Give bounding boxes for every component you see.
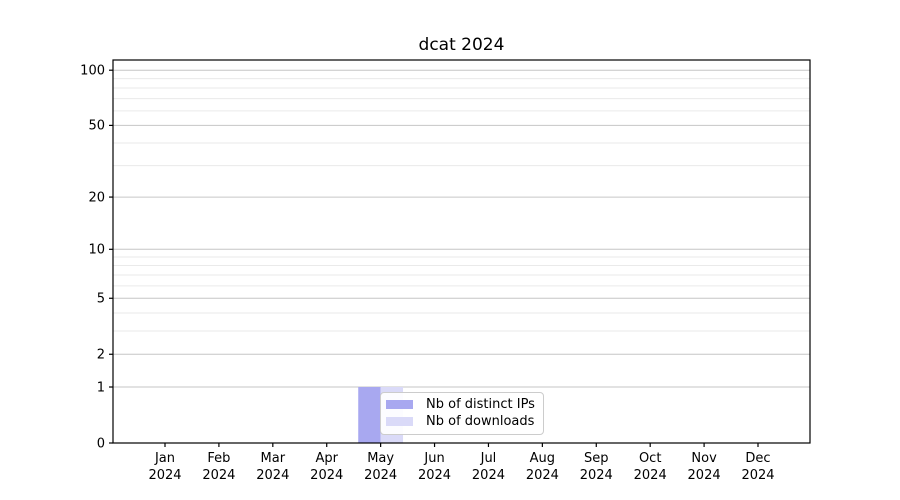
x-axis-month-label: Feb — [207, 451, 230, 466]
x-axis-year-label: 2024 — [418, 468, 451, 483]
bar-distinct-ips — [358, 387, 381, 443]
legend-swatch-distinct-ips — [386, 399, 413, 409]
x-axis-year-label: 2024 — [580, 468, 613, 483]
y-axis-tick-label: 2 — [97, 348, 105, 363]
legend-item: Nb of downloads — [386, 413, 537, 430]
x-axis-month-label: Mar — [261, 451, 286, 466]
chart-title: dcat 2024 — [418, 35, 505, 55]
x-axis-month-label: Nov — [691, 451, 717, 466]
x-axis-year-label: 2024 — [256, 468, 289, 483]
y-axis-tick-label: 20 — [88, 190, 105, 205]
x-axis-year-label: 2024 — [526, 468, 559, 483]
plot-border — [112, 59, 811, 444]
x-axis-year-label: 2024 — [472, 468, 505, 483]
x-axis-year-label: 2024 — [741, 468, 774, 483]
x-axis-month-label: Apr — [315, 451, 338, 466]
chart-legend: Nb of distinct IPs Nb of downloads — [380, 392, 544, 435]
y-axis-tick-label: 0 — [97, 436, 105, 451]
y-axis-tick-label: 100 — [80, 63, 105, 78]
x-axis-month-label: Jun — [423, 451, 444, 466]
x-axis-year-label: 2024 — [688, 468, 721, 483]
x-axis-month-label: Sep — [584, 451, 609, 466]
legend-item: Nb of distinct IPs — [386, 396, 537, 413]
legend-label: Nb of downloads — [426, 414, 535, 430]
x-axis-year-label: 2024 — [202, 468, 235, 483]
x-axis-month-label: Jul — [480, 451, 497, 466]
x-axis-year-label: 2024 — [364, 468, 397, 483]
y-axis-tick-label: 5 — [97, 292, 105, 307]
legend-label: Nb of distinct IPs — [426, 396, 535, 412]
x-axis-month-label: Dec — [745, 451, 770, 466]
x-axis-month-label: May — [367, 451, 394, 466]
x-axis-month-label: Aug — [530, 451, 555, 466]
legend-swatch-downloads — [386, 417, 413, 427]
y-axis-tick-label: 1 — [97, 380, 105, 395]
x-axis-month-label: Oct — [639, 451, 661, 466]
y-axis-tick-label: 50 — [88, 119, 105, 134]
x-axis-year-label: 2024 — [310, 468, 343, 483]
x-axis-year-label: 2024 — [634, 468, 667, 483]
x-axis-month-label: Jan — [154, 451, 175, 466]
x-axis-year-label: 2024 — [148, 468, 181, 483]
y-axis-tick-label: 10 — [88, 243, 105, 258]
